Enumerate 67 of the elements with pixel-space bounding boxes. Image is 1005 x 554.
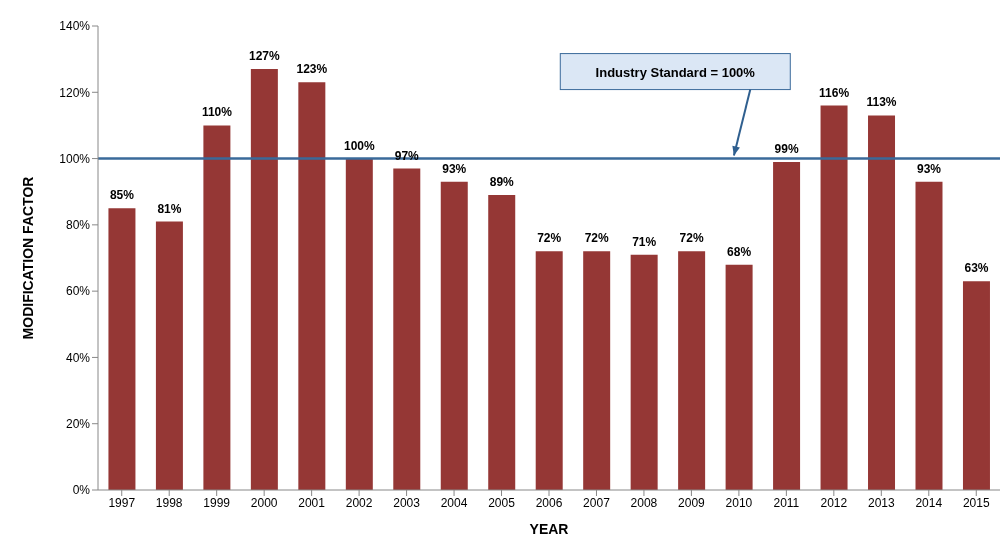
bar: [962, 281, 990, 490]
x-tick-label: 2008: [630, 495, 658, 510]
data-label: 100%: [343, 138, 375, 153]
data-label: 99%: [774, 141, 799, 156]
bar: [488, 195, 516, 490]
data-label: 93%: [442, 161, 467, 176]
data-label: 72%: [679, 231, 704, 246]
data-label: 123%: [296, 62, 328, 77]
bar: [868, 115, 896, 490]
x-tick-label: 1998: [155, 495, 183, 510]
bar: [393, 168, 421, 490]
data-label: 110%: [201, 105, 233, 120]
x-tick-label: 2007: [583, 495, 611, 510]
bar: [583, 251, 611, 490]
data-label: 71%: [632, 234, 657, 249]
y-tick-label: 100%: [59, 151, 91, 166]
bar: [535, 251, 563, 490]
data-label: 63%: [964, 261, 989, 276]
bar: [203, 125, 231, 490]
y-tick-label: 80%: [65, 218, 91, 233]
x-tick-label: 2015: [962, 495, 990, 510]
x-tick-label: 2006: [535, 495, 563, 510]
data-label: 72%: [537, 231, 562, 246]
y-tick-label: 0%: [72, 483, 91, 498]
data-label: 85%: [109, 188, 135, 203]
x-axis-title: YEAR: [529, 521, 569, 537]
data-label: 68%: [727, 244, 752, 259]
x-tick-label: 2013: [867, 495, 895, 510]
data-label: 93%: [916, 161, 942, 176]
ref-line-label: Industry Standard = 100%: [595, 64, 756, 80]
bar: [630, 254, 658, 490]
bar: [773, 161, 801, 490]
bar: [440, 181, 468, 490]
y-tick-label: 60%: [65, 284, 91, 299]
bar: [820, 105, 848, 490]
x-tick-label: 1999: [203, 495, 231, 510]
bar: [298, 82, 326, 490]
x-tick-label: 2001: [298, 495, 326, 510]
bar: [108, 208, 136, 490]
bar: [915, 181, 943, 490]
bar: [345, 158, 373, 490]
x-tick-label: 2014: [915, 495, 943, 510]
x-tick-label: 1997: [108, 495, 136, 510]
x-tick-label: 2002: [345, 495, 373, 510]
x-tick-label: 2003: [393, 495, 421, 510]
data-label: 113%: [866, 95, 897, 110]
y-tick-label: 20%: [65, 416, 91, 431]
x-tick-label: 2012: [820, 495, 848, 510]
y-tick-label: 120%: [59, 85, 91, 100]
data-label: 72%: [584, 231, 610, 246]
x-tick-label: 2000: [250, 495, 278, 510]
bar: [250, 69, 278, 490]
bar: [155, 221, 183, 490]
data-label: 127%: [249, 49, 281, 64]
data-label: 89%: [489, 175, 515, 190]
data-label: 81%: [157, 201, 182, 216]
y-tick-label: 140%: [59, 19, 91, 34]
y-axis-title: MODIFICATION FACTOR: [19, 176, 36, 340]
x-tick-label: 2005: [488, 495, 516, 510]
bar: [725, 264, 753, 490]
y-tick-label: 40%: [65, 350, 91, 365]
x-tick-label: 2011: [773, 495, 800, 510]
x-tick-label: 2009: [678, 495, 706, 510]
bar: [678, 251, 706, 490]
x-tick-label: 2010: [725, 495, 753, 510]
x-tick-label: 2004: [440, 495, 468, 510]
data-label: 116%: [819, 85, 850, 100]
